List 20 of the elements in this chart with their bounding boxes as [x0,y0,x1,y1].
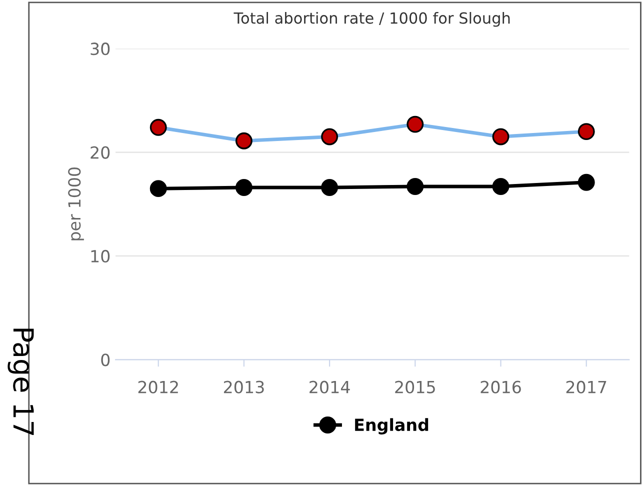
y-tick-label: 30 [90,42,110,56]
chart-title: Total abortion rate / 1000 for Slough [234,12,510,27]
x-tick-label: 2015 [395,380,435,394]
point [492,178,510,195]
x-tick-label: 2013 [224,380,264,394]
point [406,178,424,195]
x-tick-label: 2012 [138,380,178,394]
y-tick-label: 10 [91,250,110,263]
text: Page 17 [8,328,34,436]
x-tick-label: 2016 [480,380,521,394]
x-tick-label: 2017 [566,380,606,394]
x-tick-label: 2014 [310,380,350,394]
point [235,179,252,196]
y-tick-label: 0 [101,354,110,366]
point [321,179,338,196]
y-axis-title: per 1000 [68,168,84,240]
legend-label: England [355,418,428,434]
y-tick-label: 20 [90,146,110,159]
point [150,180,167,198]
point [578,174,595,191]
